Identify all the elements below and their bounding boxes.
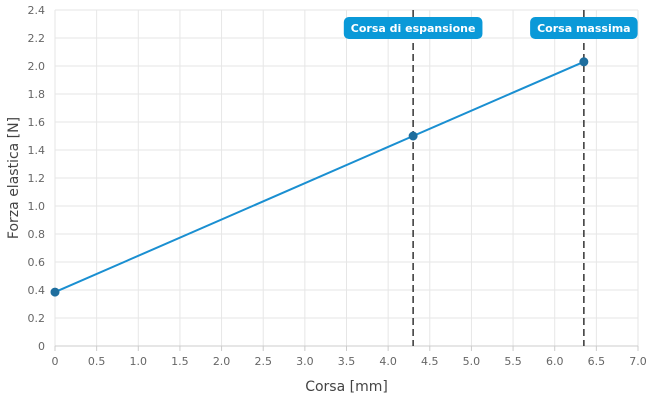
y-tick-label: 0.8 bbox=[28, 228, 46, 241]
x-tick-label: 3.0 bbox=[296, 355, 314, 368]
series-line bbox=[54, 60, 585, 294]
y-tick-label: 1.4 bbox=[28, 144, 46, 157]
x-tick-label: 6.0 bbox=[546, 355, 564, 368]
y-axis-ticks: 0 0.2 0.4 0.6 0.8 1.0 1.2 1.4 1.6 1.8 2.0 2.2 2.4 bbox=[28, 4, 46, 353]
series bbox=[50, 57, 589, 297]
x-tick-label: 1.5 bbox=[171, 355, 189, 368]
x-tick-label: 5.0 bbox=[463, 355, 481, 368]
x-axis-title: Corsa [mm] bbox=[305, 379, 388, 395]
x-axis-ticks: 0 0.5 1.0 1.5 2.0 2.5 3.0 3.5 4.0 4.5 5.0 5.5 6.0 6.5… bbox=[52, 346, 647, 368]
data-point bbox=[408, 131, 418, 141]
y-tick-label: 2.2 bbox=[28, 32, 46, 45]
x-tick-label: 6.5 bbox=[588, 355, 606, 368]
x-tick-label: 2.5 bbox=[254, 355, 272, 368]
data-point bbox=[579, 57, 589, 67]
grid bbox=[54, 9, 639, 347]
x-tick-label: 1.0 bbox=[130, 355, 148, 368]
y-tick-label: 1.0 bbox=[28, 200, 46, 213]
x-tick-label: 0 bbox=[52, 355, 59, 368]
annotation-label-text: Corsa di espansione bbox=[351, 22, 476, 35]
x-tick-label: 3.5 bbox=[338, 355, 356, 368]
x-tick-label: 7.0 bbox=[629, 355, 647, 368]
annotation-label: Corsa massima bbox=[530, 17, 638, 39]
x-tick-label: 4.5 bbox=[421, 355, 439, 368]
y-tick-label: 2.4 bbox=[28, 4, 46, 17]
y-tick-label: 2.0 bbox=[28, 60, 46, 73]
y-tick-label: 1.2 bbox=[28, 172, 46, 185]
y-tick-label: 0.2 bbox=[28, 312, 46, 325]
y-axis-title: Forza elastica [N] bbox=[6, 117, 22, 239]
annotations: Corsa di espansione Corsa massima bbox=[343, 10, 638, 346]
annotation-label: Corsa di espansione bbox=[343, 17, 483, 39]
annotation-label-bg bbox=[343, 17, 483, 39]
y-tick-label: 0 bbox=[38, 340, 45, 353]
y-tick-label: 0.6 bbox=[28, 256, 46, 269]
x-tick-label: 2.0 bbox=[213, 355, 231, 368]
data-point bbox=[50, 287, 60, 297]
y-tick-label: 0.4 bbox=[28, 284, 46, 297]
y-tick-label: 1.6 bbox=[28, 116, 46, 129]
x-tick-label: 4.0 bbox=[379, 355, 397, 368]
x-tick-label: 5.5 bbox=[504, 355, 522, 368]
y-tick-label: 1.8 bbox=[28, 88, 46, 101]
annotation-label-bg bbox=[530, 17, 638, 39]
x-tick-label: 0.5 bbox=[88, 355, 106, 368]
annotation-label-text: Corsa massima bbox=[537, 22, 631, 35]
